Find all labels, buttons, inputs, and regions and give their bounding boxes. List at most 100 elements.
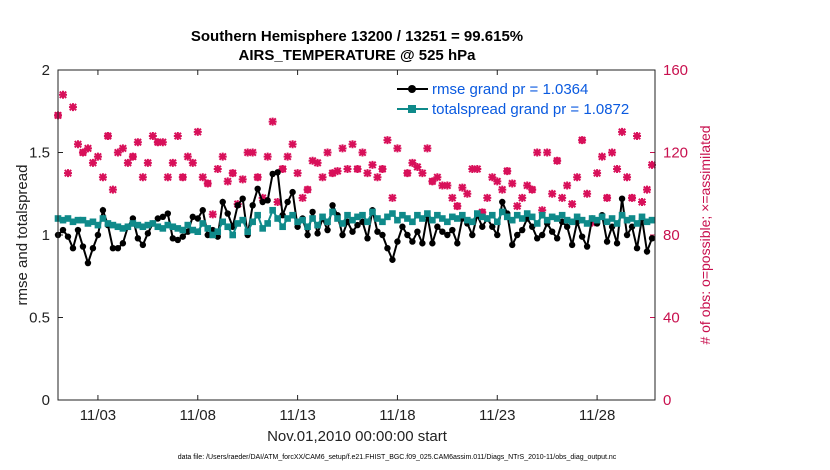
totalspread-point [369, 208, 376, 216]
rmse-point [194, 215, 201, 222]
rmse-point [469, 231, 476, 239]
rmse-point [189, 213, 196, 221]
totalspread-point [459, 211, 466, 219]
totalspread-point [144, 221, 152, 229]
rmse-point [294, 223, 301, 230]
y-right-tick-label: 0 [663, 392, 671, 409]
totalspread-point [79, 216, 87, 224]
rmse-point [219, 198, 226, 206]
rmse-point [179, 233, 186, 240]
totalspread-point [498, 208, 506, 216]
obs-assimilated-marker [408, 158, 417, 167]
plot-frame [57, 69, 656, 401]
rmse-point [249, 202, 256, 209]
rmse-point [409, 238, 416, 245]
totalspread-point [289, 211, 296, 219]
obs-assimilated-marker [443, 181, 452, 190]
obs-assimilated-marker [383, 136, 392, 145]
obs-assimilated-marker [168, 158, 177, 167]
totalspread-point [573, 213, 581, 221]
totalspread-point [334, 215, 341, 222]
obs-assimilated-marker [288, 140, 297, 149]
rmse-point [314, 230, 321, 237]
rmse-point [344, 218, 351, 225]
rmse-point [454, 240, 461, 247]
obs-assimilated-marker [598, 152, 607, 161]
totalspread-point [274, 215, 281, 222]
rmse-point [224, 210, 231, 217]
totalspread-point [324, 218, 331, 226]
obs-assimilated-marker [378, 165, 387, 173]
obs-assimilated-marker [148, 132, 157, 140]
rmse-point [304, 231, 311, 239]
obs-assimilated-marker [153, 138, 162, 147]
totalspread-point [239, 216, 246, 224]
totalspread-point [194, 228, 202, 235]
totalspread-point [109, 221, 117, 229]
obs-assimilated-marker [68, 103, 77, 112]
data-file-footer: data file: /Users/raeder/DAI/ATM_forcXX/… [178, 454, 617, 461]
obs-assimilated-marker [393, 144, 402, 153]
rmse-point [64, 233, 72, 240]
totalspread-point [134, 221, 142, 229]
obs-assimilated-marker [638, 198, 647, 206]
rmse-point [354, 221, 361, 229]
rmse-point [613, 240, 621, 247]
totalspread-point [379, 218, 386, 226]
x-tick-label: 11/23 [479, 407, 515, 424]
rmse-point [289, 188, 296, 196]
rmse-point [79, 243, 87, 250]
obs-assimilated-marker [373, 173, 382, 182]
rmse-point [603, 238, 611, 245]
obs-assimilated-marker [623, 173, 632, 182]
totalspread-point [613, 220, 621, 227]
totalspread-point [139, 223, 147, 231]
totalspread-point [404, 215, 411, 222]
rmse-point [129, 215, 137, 222]
rmse-point [144, 230, 152, 237]
totalspread-point [99, 215, 107, 222]
totalspread-point [339, 220, 346, 227]
totalspread-point [493, 218, 501, 226]
obs-assimilated-marker [63, 169, 72, 178]
totalspread-point [503, 213, 511, 221]
totalspread-point [608, 215, 616, 222]
obs-assimilated-marker [553, 156, 562, 165]
obs-assimilated-marker [433, 173, 442, 182]
rmse-point [514, 231, 521, 239]
obs-assimilated-marker [88, 158, 97, 167]
obs-assimilated-marker [388, 193, 397, 202]
totalspread-point [429, 216, 436, 224]
totalspread-point [394, 216, 401, 224]
totalspread-point [254, 211, 261, 219]
obs-assimilated-marker [403, 169, 412, 178]
totalspread-point [164, 221, 172, 229]
obs-assimilated-marker [493, 177, 502, 186]
totalspread-point [129, 220, 137, 227]
obs-assimilated-marker [228, 169, 237, 178]
y-right-tick-label: 40 [663, 310, 680, 327]
totalspread-point [244, 228, 251, 235]
totalspread-point [269, 206, 276, 214]
totalspread-point [329, 208, 336, 216]
obs-assimilated-marker [248, 148, 257, 157]
obs-assimilated-marker [463, 189, 472, 198]
obs-assimilated-marker [273, 198, 282, 206]
rmse-point [309, 208, 316, 216]
totalspread-point [548, 213, 556, 221]
obs-assimilated-marker [188, 158, 197, 167]
totalspread-point [434, 211, 441, 219]
obs-assimilated-marker [348, 140, 357, 149]
rmse-point [538, 231, 546, 239]
x-axis-label: Nov.01,2010 00:00:00 start [267, 428, 448, 445]
obs-assimilated-marker [628, 193, 637, 202]
rmse-point [563, 223, 571, 230]
totalspread-point [184, 221, 192, 229]
obs-assimilated-marker [548, 189, 557, 198]
obs-assimilated-marker [238, 175, 247, 184]
rmse-point [364, 235, 371, 242]
obs-assimilated-marker [198, 173, 207, 182]
obs-assimilated-marker [648, 160, 657, 169]
rmse-point [284, 198, 291, 206]
totalspread-point [513, 211, 521, 219]
